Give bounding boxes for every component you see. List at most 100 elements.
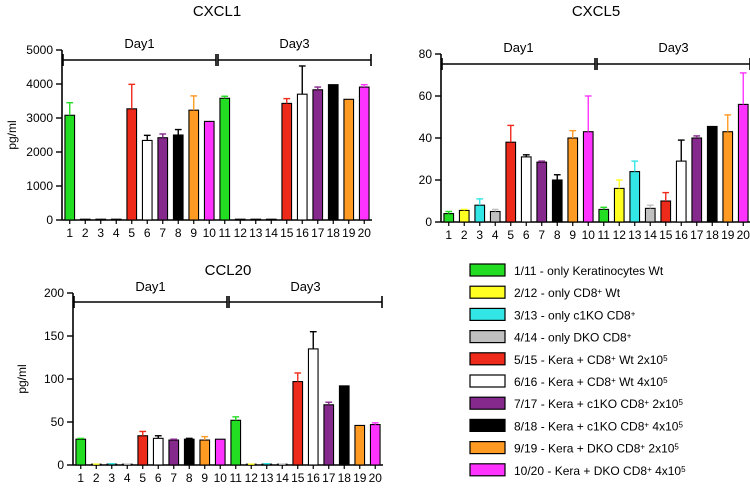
bar-19 [354, 424, 366, 466]
x-tick-label: 5 [507, 228, 514, 242]
bar-8 [172, 134, 184, 221]
bar-19 [722, 131, 734, 223]
legend-label-part: 4x10 [652, 464, 682, 478]
x-tick-label: 10 [214, 471, 228, 485]
x-tick-label: 11 [230, 471, 243, 485]
x-tick-label: 2 [93, 471, 100, 485]
legend-label: 8/18 - Kera + c1KO CD8+ 4x105 [514, 419, 683, 433]
legend-label-superscript: + [597, 287, 602, 296]
y-tick-label: 0 [46, 213, 53, 227]
bar-11 [598, 208, 610, 223]
x-tick-label: 16 [296, 226, 310, 240]
bar-17 [312, 89, 324, 221]
legend-label: 9/19 - Kera + DKO CD8+ 2x105 [514, 442, 679, 456]
bar-17 [691, 137, 703, 223]
legend-label: 4/14 - only DKO CD8+ [514, 331, 632, 345]
bar-10 [214, 438, 226, 466]
x-tick-label: 3 [108, 471, 115, 485]
y-tick-label: 0 [57, 458, 64, 472]
x-tick-label: 14 [276, 471, 290, 485]
bar-7 [536, 161, 548, 223]
x-tick-label: 19 [721, 228, 735, 242]
x-tick-label: 9 [569, 228, 576, 242]
x-tick-label: 15 [280, 226, 294, 240]
x-tick-label: 14 [644, 228, 658, 242]
legend-label: 3/13 - only c1KO CD8+ [514, 308, 636, 322]
legend-label-part: 5/15 - Kera + CD8 [514, 353, 611, 367]
legend-label: 2/12 - only CD8+ Wt [514, 286, 621, 300]
x-tick-label: 14 [265, 226, 279, 240]
legend-label-superscript: 5 [678, 398, 683, 407]
legend-label-superscript: + [611, 376, 616, 385]
bar-17 [323, 404, 335, 466]
bar-5 [126, 108, 138, 221]
legend-label-superscript: + [644, 398, 649, 407]
bar-10 [582, 131, 594, 223]
bar-4 [110, 218, 122, 221]
y-tick-label: 150 [44, 329, 64, 343]
legend-label-superscript: 5 [663, 376, 668, 385]
x-tick-label: 18 [706, 228, 720, 242]
period-label: Day3 [290, 279, 320, 294]
x-tick-label: 1 [77, 471, 84, 485]
x-tick-label: 17 [322, 471, 336, 485]
y-tick-label: 2000 [26, 145, 53, 159]
legend-label-superscript: 5 [678, 420, 683, 429]
x-tick-label: 10 [203, 226, 217, 240]
x-tick-label: 6 [144, 226, 151, 240]
legend-label-superscript: + [640, 442, 645, 451]
bar-1 [443, 213, 455, 223]
y-tick-label: 200 [44, 286, 64, 300]
bar-9 [188, 109, 200, 221]
bar-19 [343, 98, 355, 221]
bar-13 [250, 218, 262, 221]
x-tick-label: 6 [523, 228, 530, 242]
bar-18 [327, 84, 339, 221]
x-tick-label: 2 [461, 228, 468, 242]
bar-14 [265, 218, 277, 221]
x-tick-label: 13 [628, 228, 642, 242]
y-tick-label: 5000 [26, 43, 53, 57]
y-tick-label: 40 [419, 131, 433, 145]
legend-label-part: 3/13 - only c1KO CD8 [514, 308, 631, 322]
legend-label-part: 7/17 - Kera + c1KO CD8 [514, 397, 645, 411]
x-tick-label: 6 [155, 471, 162, 485]
bar-20 [358, 86, 370, 221]
legend-label-part: 4x10 [649, 419, 679, 433]
x-tick-label: 11 [598, 228, 611, 242]
x-tick-label: 20 [369, 471, 383, 485]
chart-title: CCL20 [205, 262, 252, 279]
x-tick-label: 11 [219, 226, 232, 240]
x-tick-label: 15 [659, 228, 673, 242]
x-tick-label: 4 [113, 226, 120, 240]
bar-1 [75, 438, 87, 466]
bar-20 [369, 424, 381, 466]
bar-16 [675, 160, 687, 223]
bar-12 [613, 187, 625, 223]
x-tick-label: 5 [128, 226, 135, 240]
legend-label-part: 6/16 - Kera + CD8 [514, 375, 611, 389]
legend-label-part: 2/12 - only CD8 [514, 286, 598, 300]
x-tick-label: 18 [327, 226, 341, 240]
legend: 1/11 - only Keratinocytes Wt 2/12 - only … [469, 263, 686, 478]
x-tick-label: 17 [690, 228, 704, 242]
y-tick-label: 1000 [26, 179, 53, 193]
x-tick-label: 18 [338, 471, 352, 485]
x-tick-label: 19 [342, 226, 356, 240]
bar-18 [706, 125, 718, 223]
x-tick-label: 9 [190, 226, 197, 240]
legend-label-superscript: 5 [663, 354, 668, 363]
bar-9 [567, 137, 579, 223]
legend-label-part: Wt 2x10 [616, 353, 664, 367]
legend-label-superscript: 5 [674, 442, 679, 451]
legend-label-part: 2x10 [645, 442, 675, 456]
x-tick-label: 7 [538, 228, 545, 242]
period-label: Day3 [279, 36, 309, 51]
y-tick-label: 50 [51, 415, 65, 429]
bar-9 [199, 439, 211, 466]
y-tick-label: 20 [419, 173, 433, 187]
bar-11 [219, 97, 231, 221]
x-tick-label: 20 [737, 228, 750, 242]
